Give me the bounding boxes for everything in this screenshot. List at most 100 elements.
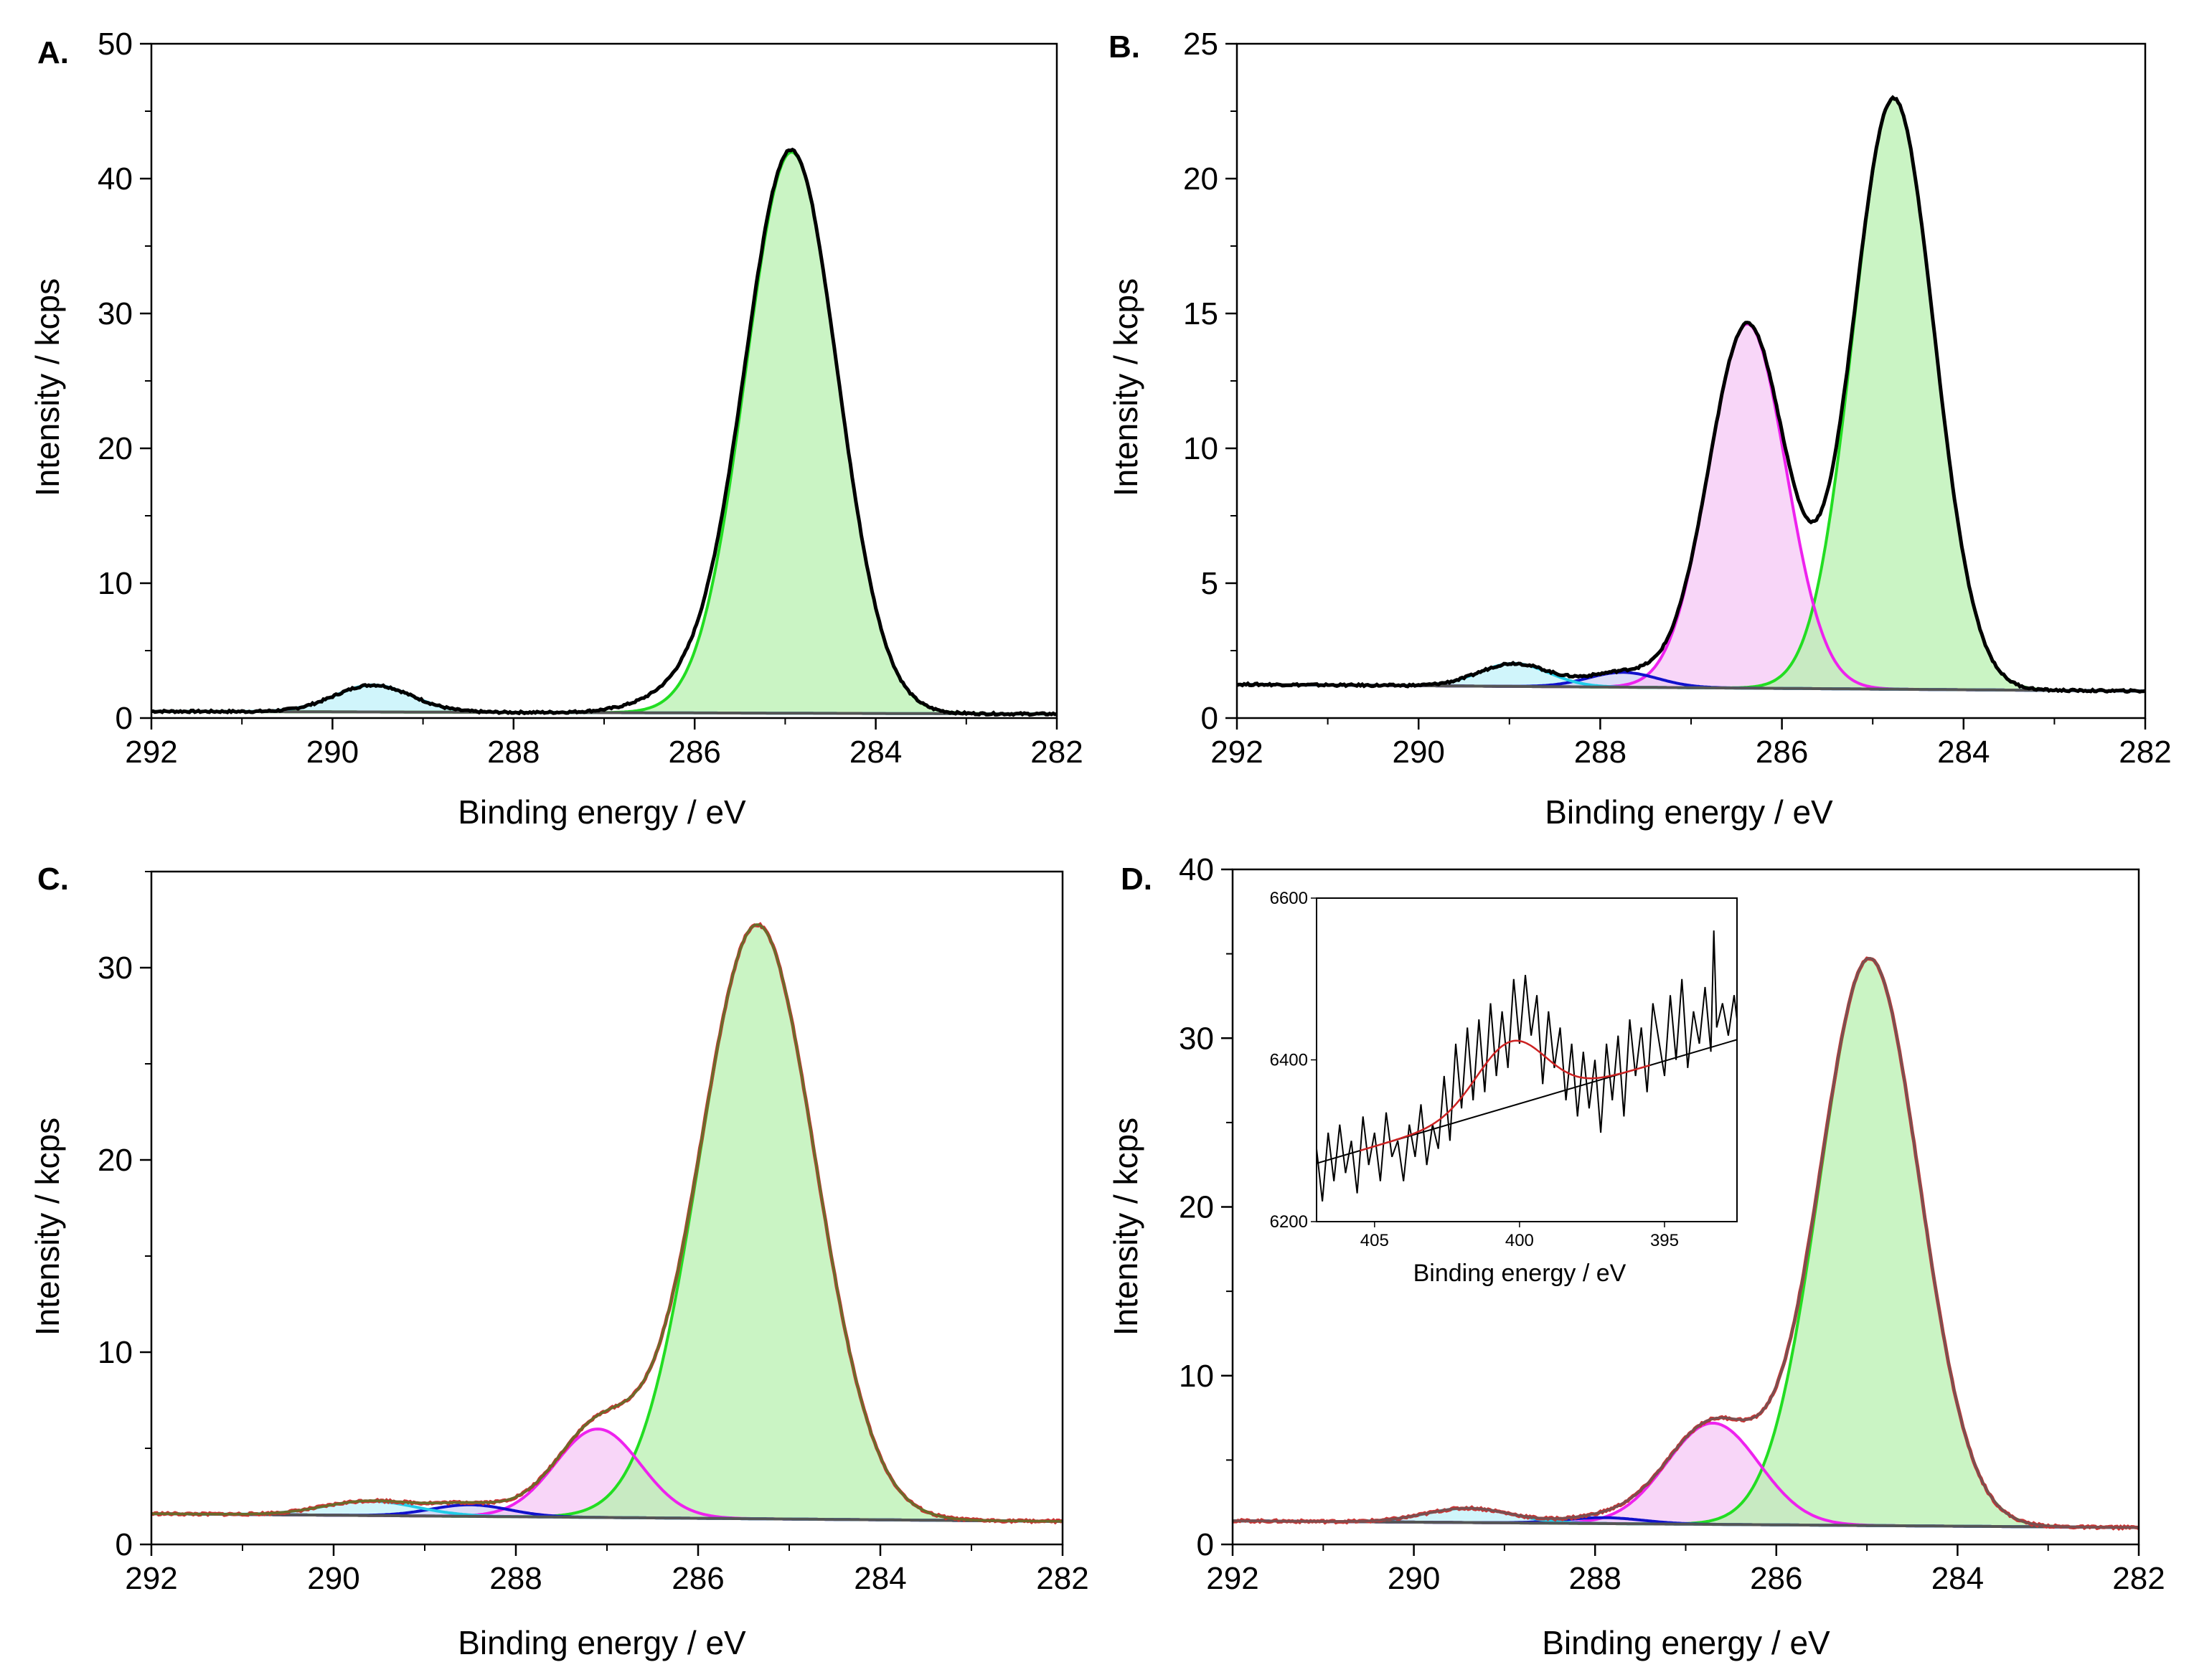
background-line — [151, 1512, 1063, 1523]
inset-y-tick-label: 6200 — [1270, 1212, 1308, 1232]
x-tick-label: 288 — [1574, 735, 1627, 770]
y-tick-label: 10 — [1183, 431, 1218, 466]
fill-o-c-o — [1237, 663, 2145, 692]
y-axis: 0 10 20 30 40 50 — [98, 27, 151, 736]
x-tick-label: 290 — [307, 1561, 359, 1596]
panel-d-inset: Binding energy / eV 405 400 395 6200 6400 660… — [1270, 889, 1738, 1287]
y-tick-label: 30 — [98, 950, 133, 986]
y-tick-label: 20 — [1179, 1190, 1214, 1225]
background-line — [151, 709, 1057, 716]
x-tick-label: 284 — [854, 1561, 906, 1596]
panel-a-ylabel: Intensity / kcps — [29, 278, 66, 496]
x-tick-label: 288 — [487, 735, 540, 770]
x-tick-label: 292 — [1206, 1561, 1258, 1596]
inset-y-tick-label: 6400 — [1270, 1051, 1308, 1070]
panel-b-ylabel: Intensity / kcps — [1107, 278, 1144, 496]
fill-c-c — [1233, 958, 2139, 1528]
x-axis: 292 290 288 286 284 282 — [1206, 1544, 2165, 1596]
x-tick-label: 286 — [672, 1561, 724, 1596]
inset-x-tick-label: 400 — [1505, 1231, 1534, 1250]
measured-spectrum — [151, 147, 1057, 717]
curves — [151, 147, 1057, 717]
plot-area — [1235, 42, 2147, 719]
x-axis: 292 290 288 286 284 282 — [125, 718, 1083, 770]
y-axis: 0 5 10 15 20 25 — [1183, 27, 1237, 736]
plot-area — [150, 870, 1064, 1546]
panel-c: C. Binding energy / eV Intensity / kcps … — [29, 862, 1089, 1661]
component-c-c — [151, 151, 1057, 716]
fill-c-c — [151, 925, 1063, 1521]
inset-curves — [1317, 930, 1737, 1202]
panel-a-label: A. — [37, 35, 69, 70]
panel-c-xlabel: Binding energy / eV — [458, 1624, 746, 1661]
inset-xlabel: Binding energy / eV — [1413, 1260, 1627, 1287]
measured-spectrum — [1237, 95, 2145, 694]
fill-o-c-o — [1233, 1508, 2139, 1528]
plot-area — [150, 42, 1058, 719]
x-tick-label: 282 — [1030, 735, 1083, 770]
inset-y-tick-label: 6600 — [1270, 889, 1308, 908]
y-tick-label: 20 — [98, 431, 133, 466]
plot-frame — [150, 42, 1058, 719]
x-tick-label: 290 — [1392, 735, 1444, 770]
x-tick-label: 292 — [125, 735, 177, 770]
y-axis: 0 10 20 30 40 — [1179, 852, 1233, 1562]
x-tick-label: 286 — [668, 735, 720, 770]
y-tick-label: 10 — [1179, 1359, 1214, 1394]
x-tick-label: 286 — [1756, 735, 1808, 770]
y-tick-label: 10 — [98, 566, 133, 601]
inset-x-tick-label: 405 — [1360, 1231, 1389, 1250]
y-tick-label: 0 — [116, 701, 133, 736]
y-tick-label: 30 — [98, 296, 133, 331]
x-tick-label: 284 — [1937, 735, 1990, 770]
panel-d-ylabel: Intensity / kcps — [1107, 1118, 1144, 1336]
y-tick-label: 15 — [1183, 296, 1218, 331]
background-line — [1233, 1519, 2139, 1529]
fit-envelope — [1233, 957, 2139, 1529]
x-tick-label: 292 — [1210, 735, 1263, 770]
panel-a-xlabel: Binding energy / eV — [458, 793, 746, 831]
panel-d-label: D. — [1121, 862, 1152, 897]
inset-measured — [1317, 930, 1737, 1202]
x-tick-label: 288 — [489, 1561, 542, 1596]
curves — [151, 922, 1063, 1525]
plot-area — [1231, 868, 2140, 1546]
x-axis: 292 290 288 286 284 282 — [1210, 718, 2172, 770]
y-tick-label: 0 — [116, 1527, 133, 1562]
x-tick-label: 284 — [1931, 1561, 1984, 1596]
x-tick-label: 282 — [1036, 1561, 1088, 1596]
curves — [1237, 95, 2145, 694]
fill-o-c-o — [151, 1501, 1063, 1521]
x-tick-label: 290 — [306, 735, 359, 770]
fit-envelope — [151, 923, 1063, 1523]
panel-c-label: C. — [37, 862, 69, 897]
x-tick-label: 288 — [1568, 1561, 1621, 1596]
panel-b-label: B. — [1108, 29, 1140, 65]
fill-c-o — [1237, 324, 2145, 692]
panel-b: B. Binding energy / eV Intensity / kcps … — [1107, 27, 2172, 831]
y-tick-label: 40 — [1179, 852, 1214, 887]
inset-x-tick-label: 395 — [1650, 1231, 1679, 1250]
x-tick-label: 284 — [849, 735, 902, 770]
fill-c-c — [151, 152, 1057, 714]
fill-o-c-o — [151, 684, 1057, 714]
y-tick-label: 0 — [1197, 1527, 1214, 1562]
curves — [1233, 956, 2139, 1532]
panel-d: D. Binding energy / eV Intensity / kcps … — [1107, 852, 2165, 1661]
y-tick-label: 20 — [98, 1143, 133, 1178]
x-tick-label: 290 — [1388, 1561, 1440, 1596]
fill-c-c — [1237, 98, 2145, 692]
panel-a: A. Binding energy / eV Intensity / kcps … — [29, 27, 1083, 831]
fill-c-o — [1233, 1422, 2139, 1528]
y-tick-label: 50 — [98, 27, 133, 62]
x-axis: 292 290 288 286 284 282 — [125, 1544, 1089, 1596]
y-tick-label: 10 — [98, 1335, 133, 1370]
x-tick-label: 292 — [125, 1561, 177, 1596]
panel-c-ylabel: Intensity / kcps — [29, 1118, 66, 1336]
y-axis: 0 10 20 30 — [98, 871, 151, 1562]
y-tick-label: 25 — [1183, 27, 1218, 62]
inset-fit — [1360, 1039, 1651, 1152]
panel-b-xlabel: Binding energy / eV — [1545, 793, 1833, 831]
x-tick-label: 282 — [2119, 735, 2171, 770]
